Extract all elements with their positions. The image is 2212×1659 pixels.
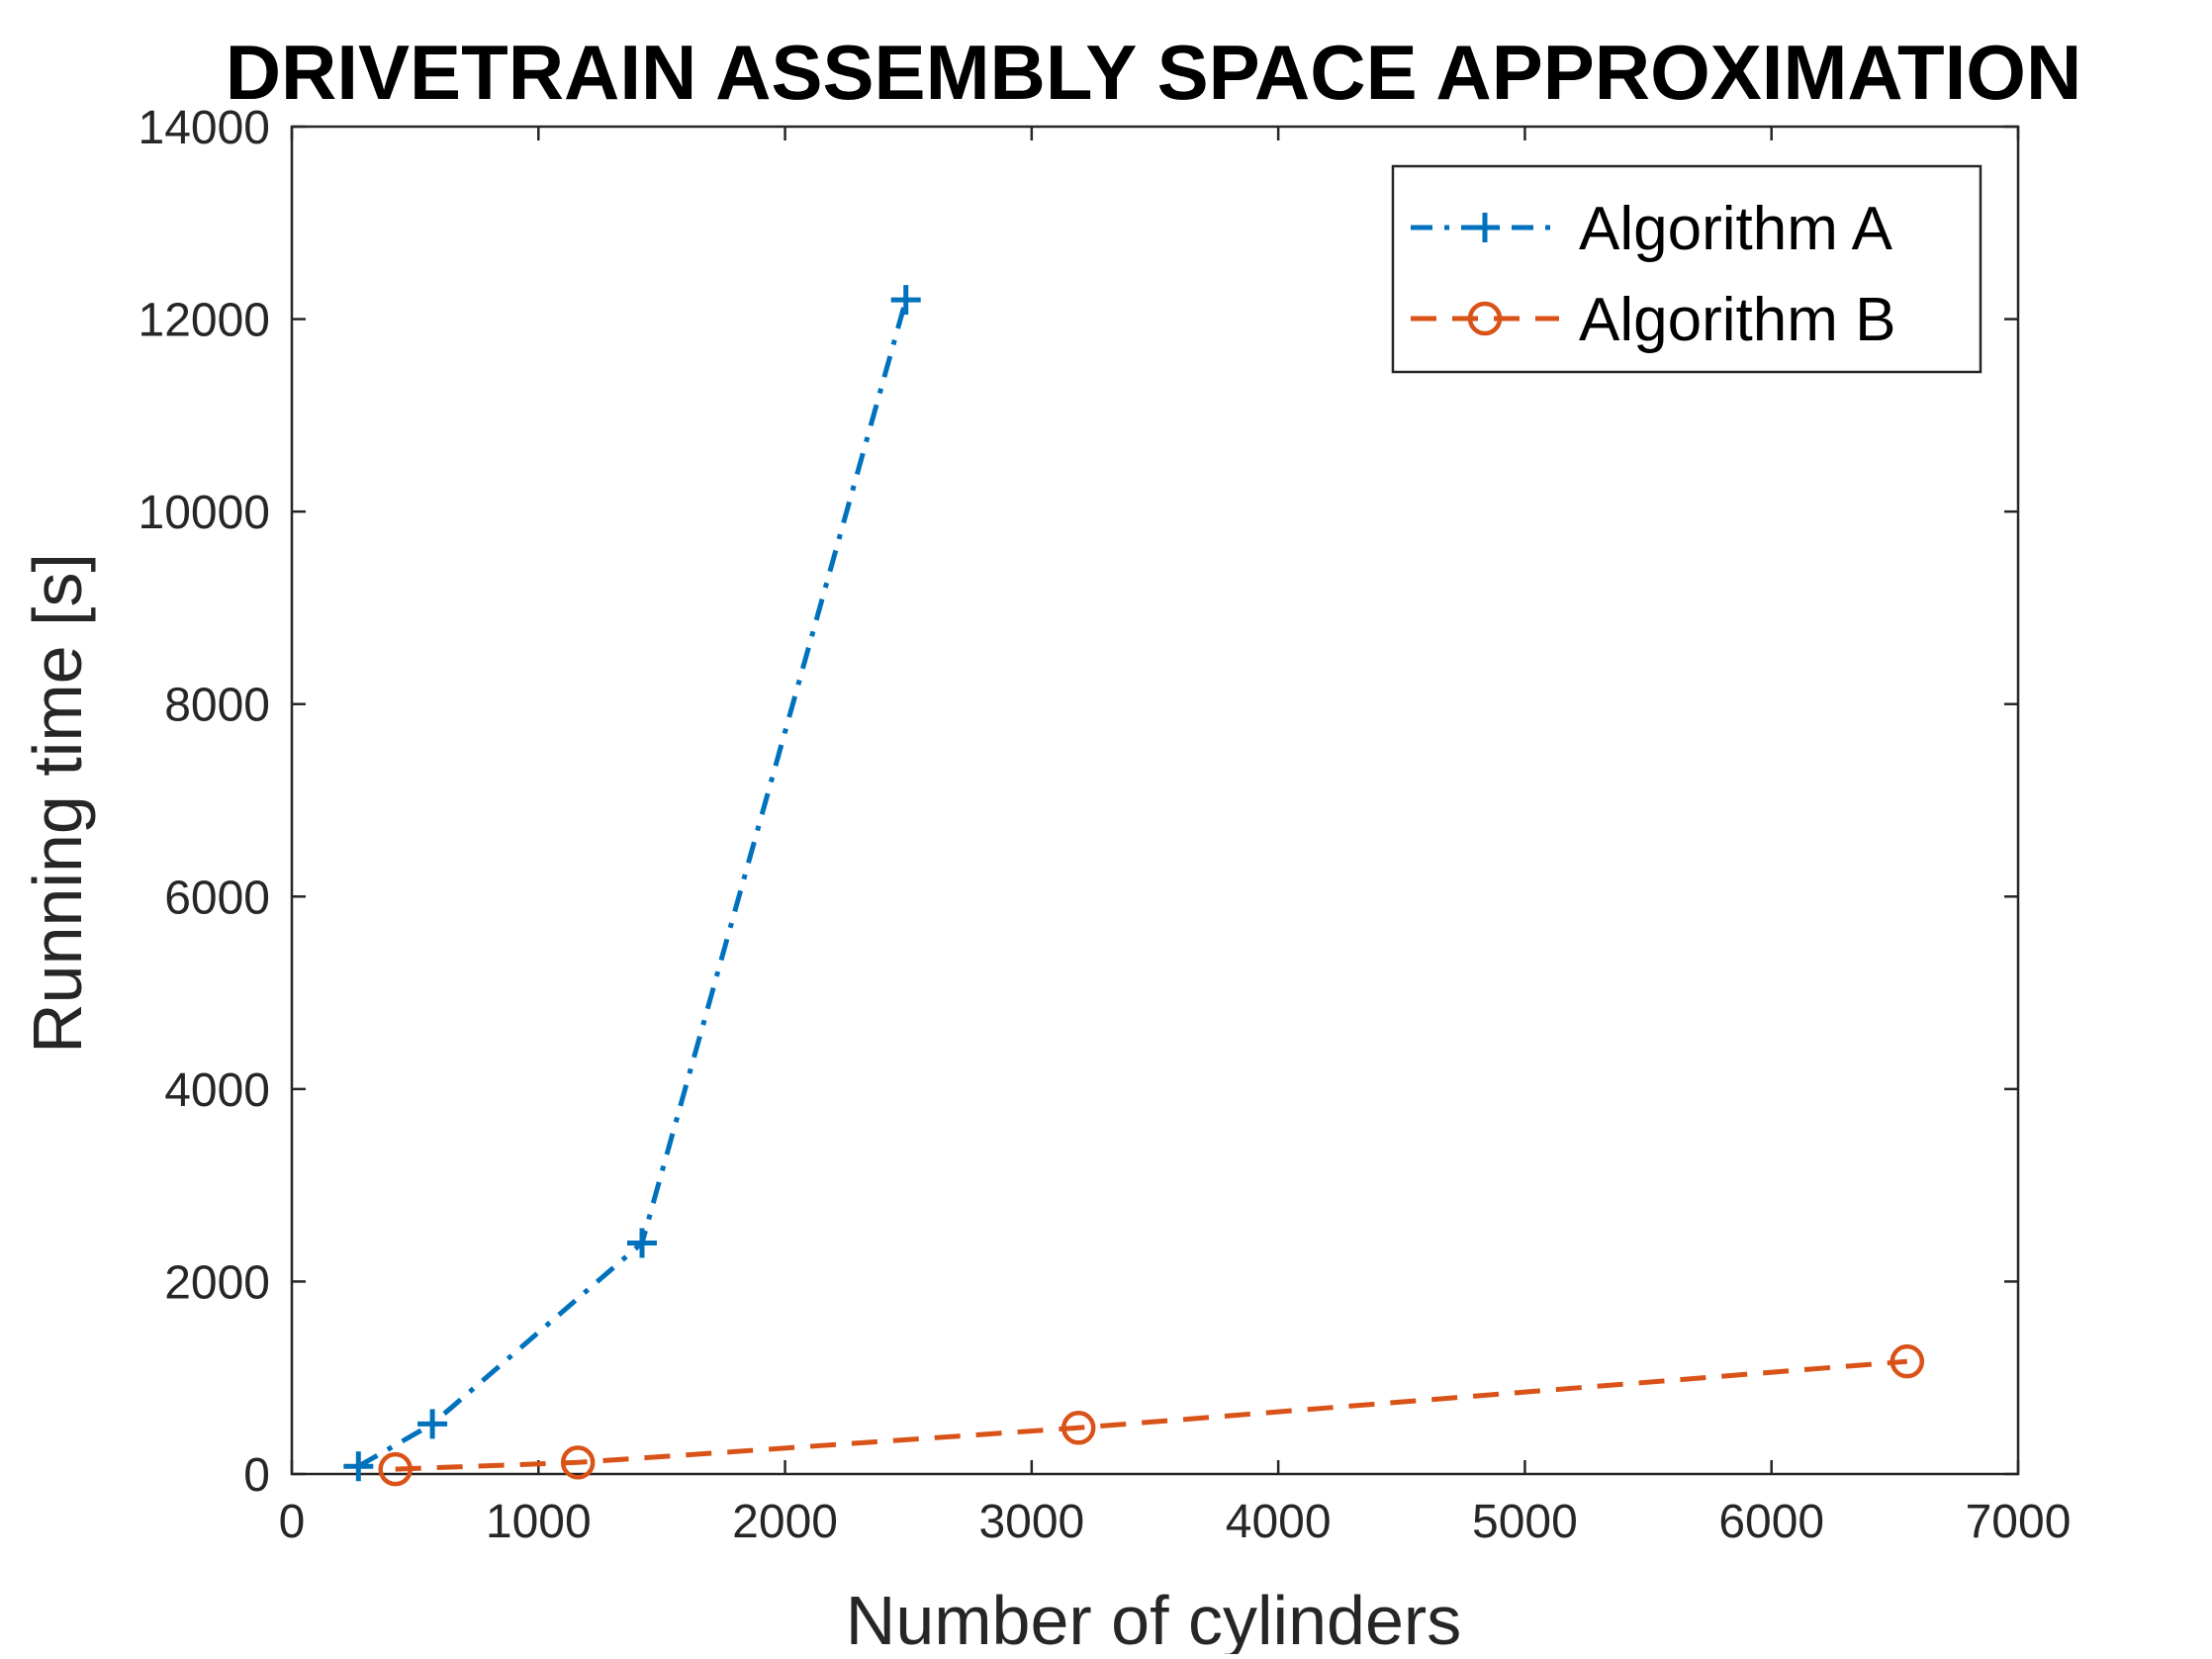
data-point bbox=[343, 1451, 374, 1482]
y-tick-label: 2000 bbox=[164, 1256, 270, 1309]
legend-marker bbox=[1470, 213, 1500, 242]
x-tick-label: 3000 bbox=[978, 1496, 1084, 1548]
legend-item: Algorithm A bbox=[1411, 195, 1893, 263]
series-line bbox=[395, 1358, 1907, 1472]
data-point bbox=[890, 285, 921, 316]
legend: Algorithm A Algorithm B bbox=[1391, 164, 1982, 374]
y-tick-label: 12000 bbox=[138, 295, 270, 347]
y-tick-label: 10000 bbox=[138, 487, 270, 539]
data-point bbox=[378, 1451, 413, 1487]
y-tick-label: 0 bbox=[243, 1449, 270, 1502]
x-tick-label: 5000 bbox=[1472, 1496, 1578, 1548]
series-2 bbox=[378, 1343, 1925, 1487]
data-point bbox=[417, 1409, 448, 1439]
chart-title: DRIVETRAIN ASSEMBLY SPACE APPROXIMATION bbox=[226, 29, 2082, 116]
x-axis-label: Number of cylinders bbox=[846, 1582, 1461, 1654]
x-tick-label: 6000 bbox=[1718, 1496, 1824, 1548]
y-tick-label: 6000 bbox=[164, 872, 270, 924]
y-tick-label: 8000 bbox=[164, 680, 270, 732]
x-tick-label: 2000 bbox=[732, 1496, 838, 1548]
x-tick-label: 4000 bbox=[1226, 1496, 1332, 1548]
y-axis-label: Running time [s] bbox=[19, 553, 96, 1054]
x-tick-label: 7000 bbox=[1966, 1496, 2072, 1548]
x-tick-label: 0 bbox=[279, 1496, 306, 1548]
series-1 bbox=[343, 285, 921, 1482]
legend-label: Algorithm A bbox=[1579, 195, 1893, 263]
data-point bbox=[1889, 1343, 1925, 1379]
x-tick-label: 1000 bbox=[486, 1496, 592, 1548]
data-point bbox=[1060, 1411, 1096, 1445]
y-tick-label: 14000 bbox=[138, 102, 270, 154]
legend-label: Algorithm B bbox=[1579, 286, 1895, 354]
legend-marker bbox=[1467, 301, 1503, 336]
legend-box bbox=[1391, 164, 1982, 374]
y-tick-label: 4000 bbox=[164, 1064, 270, 1117]
data-point bbox=[560, 1445, 596, 1480]
legend-item: Algorithm B bbox=[1411, 286, 1895, 354]
data-point bbox=[626, 1228, 657, 1258]
